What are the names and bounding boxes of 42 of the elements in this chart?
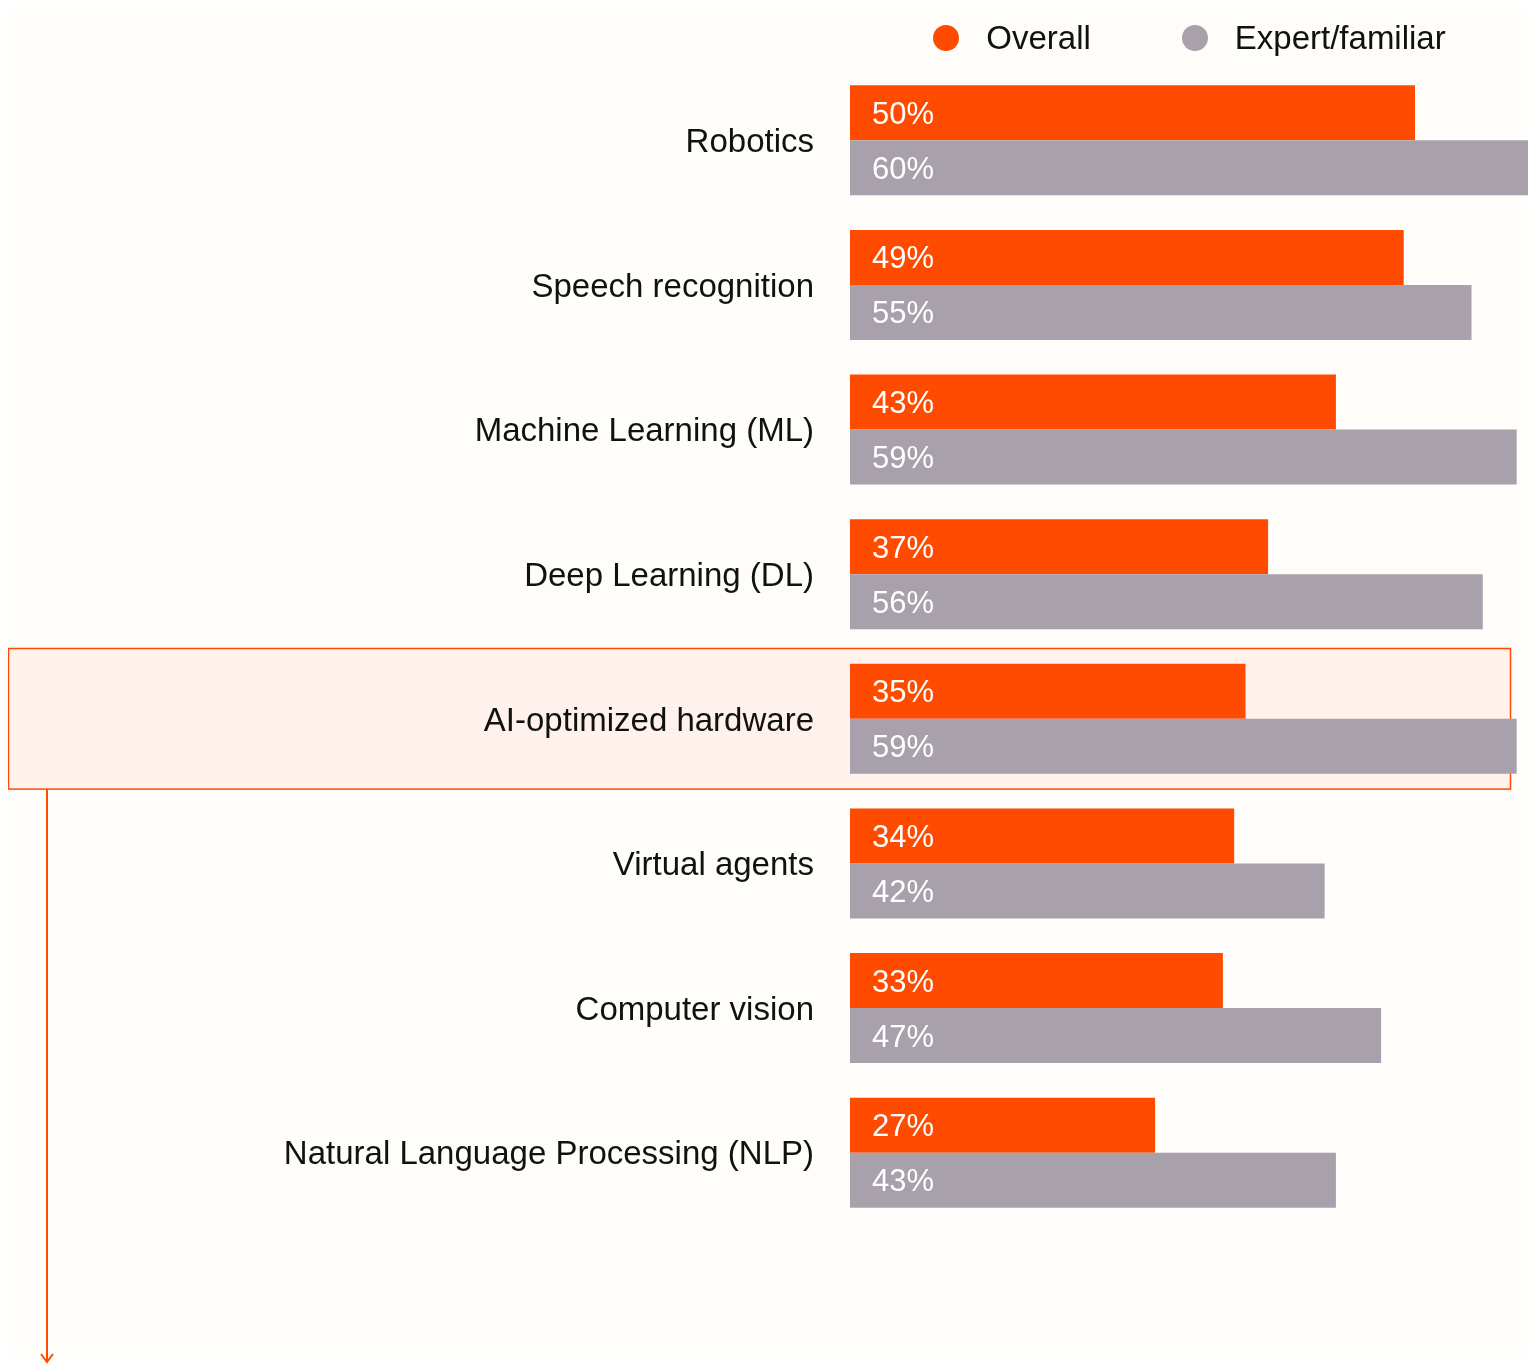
- data-label: 35%: [872, 674, 935, 710]
- bar: [850, 519, 1269, 575]
- data-label: 34%: [872, 818, 935, 854]
- y-tick-label: Robotics: [685, 122, 814, 160]
- data-label: 59%: [872, 729, 935, 765]
- y-tick-label: Computer vision: [575, 989, 814, 1027]
- bar: [850, 229, 1404, 285]
- bar: [850, 574, 1483, 630]
- data-label: 49%: [872, 240, 935, 276]
- data-label: 56%: [872, 584, 935, 620]
- data-label: 43%: [872, 385, 935, 421]
- y-tick-label: Deep Learning (DL): [524, 555, 814, 593]
- data-label: 55%: [872, 295, 935, 331]
- bar: [850, 718, 1517, 774]
- data-label: 47%: [872, 1018, 935, 1054]
- y-tick-label: AI-optimized hardware: [483, 700, 814, 738]
- bar: [850, 429, 1517, 485]
- bar: [850, 140, 1528, 196]
- bar: [850, 808, 1235, 864]
- y-tick-label: Speech recognition: [531, 266, 814, 304]
- data-label: 42%: [872, 873, 935, 909]
- data-label: 59%: [872, 440, 935, 476]
- y-tick-label: Machine Learning (ML): [474, 411, 814, 449]
- bar: [850, 284, 1472, 340]
- y-tick-label: Virtual agents: [612, 845, 814, 883]
- bar: [850, 85, 1415, 141]
- data-label: 50%: [872, 95, 935, 131]
- data-label: 37%: [872, 529, 935, 565]
- data-label: 27%: [872, 1108, 935, 1144]
- y-tick-label: Natural Language Processing (NLP): [283, 1134, 814, 1172]
- legend-label: Overall: [986, 19, 1091, 57]
- bar: [850, 953, 1223, 1009]
- bar: [850, 1152, 1336, 1208]
- data-label: 43%: [872, 1163, 935, 1199]
- legend-label: Expert/familiar: [1234, 19, 1446, 57]
- bar: [850, 663, 1246, 719]
- bar: [850, 1008, 1382, 1064]
- bar: [850, 1097, 1156, 1153]
- data-label: 33%: [872, 963, 935, 999]
- bar: [850, 863, 1325, 919]
- data-label: 60%: [872, 150, 935, 186]
- bar: [850, 374, 1336, 430]
